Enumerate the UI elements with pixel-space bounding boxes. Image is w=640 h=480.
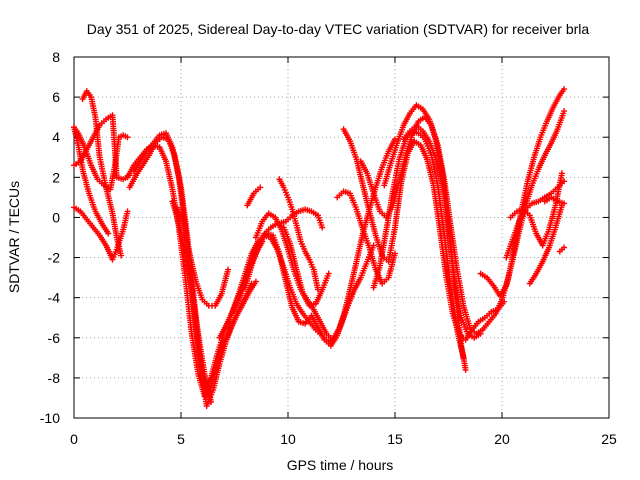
y-tick-label: 8 [52, 49, 60, 65]
x-axis-label: GPS time / hours [287, 457, 394, 473]
series-arc-14 [252, 210, 362, 343]
y-tick-label: -8 [48, 370, 61, 386]
axis-ticks [73, 56, 610, 419]
series-arc-3 [71, 204, 131, 263]
series-arc-10 [169, 198, 214, 405]
point-marks [169, 198, 214, 405]
point-marks [526, 202, 565, 287]
y-tick-label: -4 [48, 290, 61, 306]
series-arc-28 [541, 194, 568, 207]
point-marks [71, 204, 131, 263]
series-arc-27 [526, 202, 565, 287]
series-arc-24 [477, 108, 568, 299]
point-marks [242, 220, 332, 309]
point-marks [477, 108, 568, 299]
x-tick-label: 25 [601, 431, 617, 447]
point-marks [276, 206, 326, 231]
data-points [71, 86, 568, 409]
x-tick-label: 20 [494, 431, 510, 447]
point-marks [252, 210, 362, 343]
series-arc-13 [242, 220, 332, 309]
point-marks [541, 194, 568, 207]
x-tick-labels: 0 5 10 15 20 25 [70, 431, 617, 447]
grid [74, 57, 609, 418]
y-axis-label: SDTVAR / TECUs [6, 181, 22, 293]
y-tick-labels: -10 -8 -6 -4 -2 0 2 4 6 8 [40, 49, 60, 426]
point-marks [556, 244, 568, 255]
y-tick-label: -6 [48, 330, 61, 346]
x-tick-label: 5 [177, 431, 185, 447]
y-tick-label: -10 [40, 410, 60, 426]
series-arc-29 [556, 244, 568, 255]
y-tick-label: 4 [52, 129, 60, 145]
series-arc-17 [276, 206, 326, 231]
x-tick-label: 10 [280, 431, 296, 447]
point-marks [71, 124, 112, 237]
series-arc-4 [79, 88, 125, 259]
point-marks [400, 122, 484, 341]
y-tick-label: 2 [52, 169, 60, 185]
y-tick-label: 6 [52, 89, 60, 105]
series-arc-23 [400, 122, 484, 341]
series-arc-15 [244, 184, 264, 209]
y-tick-label: -2 [48, 250, 61, 266]
x-tick-label: 0 [70, 431, 78, 447]
plot-frame [73, 56, 610, 419]
series-arc-5 [71, 124, 112, 237]
x-tick-label: 15 [387, 431, 403, 447]
y-tick-label: 0 [52, 209, 60, 225]
point-marks [244, 184, 264, 209]
point-marks [79, 88, 125, 259]
chart-title: Day 351 of 2025, Sidereal Day-to-day VTE… [87, 21, 590, 37]
